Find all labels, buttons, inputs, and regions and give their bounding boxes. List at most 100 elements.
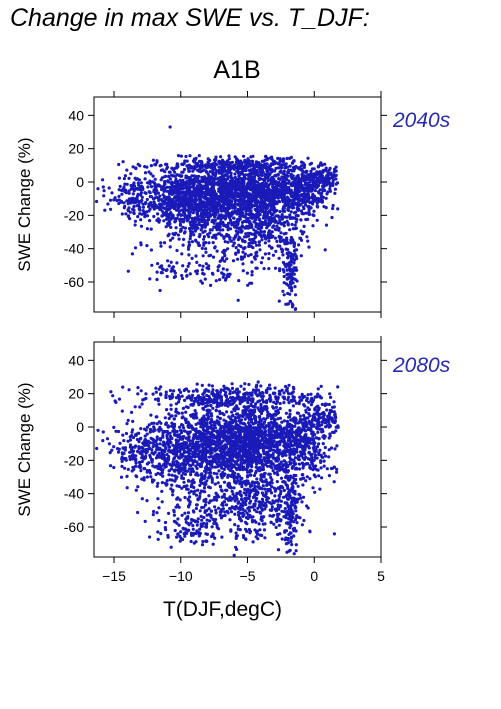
data-point: [261, 193, 265, 197]
data-point: [260, 238, 264, 242]
data-point: [308, 205, 312, 210]
data-point: [200, 281, 204, 285]
data-point: [237, 174, 241, 178]
data-point: [334, 182, 338, 186]
data-point: [285, 277, 289, 281]
data-point: [241, 269, 245, 273]
data-point: [180, 423, 184, 427]
data-point: [225, 183, 229, 187]
data-point: [126, 467, 130, 471]
data-point: [278, 158, 282, 162]
data-point: [207, 455, 211, 459]
data-point: [247, 409, 251, 413]
data-point: [281, 253, 285, 257]
data-point: [205, 215, 210, 219]
data-point: [138, 164, 142, 168]
data-point: [117, 162, 121, 167]
data-point: [122, 177, 126, 181]
data-point: [318, 487, 322, 491]
data-point: [289, 260, 293, 264]
data-point: [148, 195, 152, 199]
data-point: [305, 169, 309, 173]
data-point: [261, 484, 265, 488]
data-point: [313, 189, 317, 193]
data-point: [148, 219, 152, 223]
data-point: [193, 220, 197, 224]
data-point: [216, 216, 220, 220]
data-point: [297, 243, 301, 247]
data-point: [132, 204, 136, 208]
data-point: [155, 422, 159, 426]
data-point: [165, 162, 169, 166]
data-point: [226, 221, 230, 225]
data-point: [213, 448, 217, 453]
data-point: [109, 207, 113, 211]
data-point: [231, 164, 235, 168]
data-point: [155, 218, 159, 222]
data-point: [315, 170, 319, 174]
data-point: [284, 231, 288, 235]
data-point: [240, 229, 244, 233]
data-point: [239, 165, 243, 169]
data-point: [294, 226, 298, 230]
data-point: [234, 192, 238, 196]
data-point: [284, 165, 288, 169]
data-point: [267, 252, 271, 256]
data-point: [252, 228, 256, 232]
data-point: [188, 272, 192, 276]
data-point: [250, 260, 254, 264]
data-point: [308, 162, 312, 166]
data-point: [293, 248, 297, 252]
data-point: [311, 192, 315, 196]
data-point: [311, 213, 315, 217]
data-point: [150, 263, 154, 267]
data-point: [271, 253, 275, 257]
data-point: [194, 192, 198, 196]
data-point: [211, 427, 215, 431]
data-point: [287, 179, 291, 183]
data-point: [239, 159, 243, 163]
data-point: [151, 180, 155, 184]
data-point: [163, 175, 167, 179]
data-point: [281, 260, 286, 265]
data-point: [125, 168, 129, 172]
data-point: [169, 225, 173, 229]
data-point: [198, 418, 202, 422]
data-point: [163, 170, 167, 174]
data-point: [140, 198, 144, 202]
data-point: [273, 266, 278, 270]
data-point: [255, 250, 259, 254]
data-point: [255, 477, 259, 481]
data-point: [286, 222, 290, 226]
data-point: [278, 239, 283, 244]
data-point: [153, 177, 157, 181]
data-point: [246, 198, 250, 202]
data-point: [263, 241, 267, 245]
data-point: [212, 202, 216, 206]
data-point: [287, 186, 291, 190]
data-point: [228, 179, 232, 183]
data-point: [248, 238, 252, 242]
data-point: [276, 173, 280, 177]
data-point: [220, 271, 224, 275]
data-point: [129, 183, 133, 188]
data-point: [201, 426, 205, 430]
data-point: [130, 410, 134, 414]
data-point: [285, 156, 289, 161]
data-point: [121, 385, 125, 389]
data-point: [176, 233, 180, 237]
data-point: [283, 190, 287, 194]
data-point: [176, 162, 180, 166]
data-point: [295, 256, 299, 261]
data-point: [219, 217, 223, 221]
data-point: [262, 233, 266, 237]
data-point: [292, 159, 296, 163]
data-point: [258, 232, 262, 236]
data-point: [102, 194, 106, 198]
data-point: [126, 214, 131, 218]
data-point: [242, 175, 247, 179]
data-point: [162, 241, 167, 245]
data-point: [196, 180, 200, 184]
data-point: [190, 256, 194, 260]
